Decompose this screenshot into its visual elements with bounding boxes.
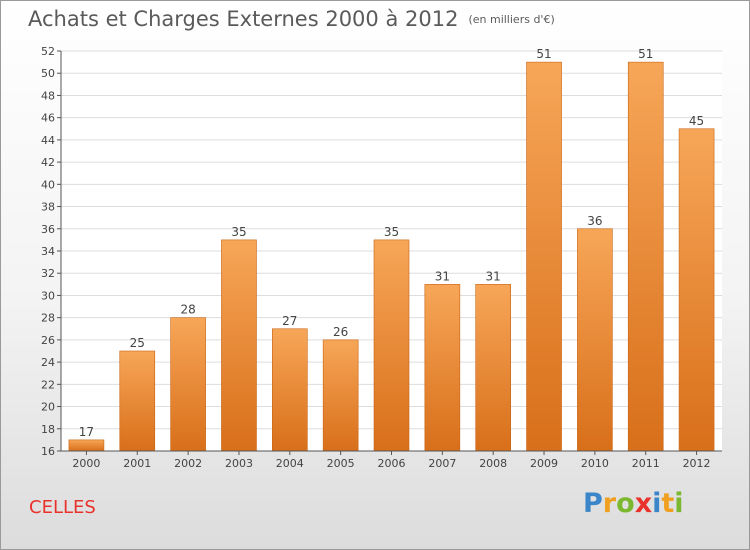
- bar: [373, 239, 410, 452]
- y-tick-label: 20: [41, 401, 55, 414]
- bar: [475, 284, 511, 452]
- bar: [170, 317, 206, 452]
- bar-value-label: 51: [536, 47, 551, 61]
- y-tick-label: 52: [41, 45, 55, 58]
- bar-value-label: 51: [638, 47, 653, 61]
- bar: [68, 439, 105, 452]
- x-tick-label: 2007: [428, 457, 456, 470]
- y-tick-label: 40: [41, 178, 55, 191]
- bar: [678, 128, 715, 452]
- y-tick-label: 18: [41, 423, 55, 436]
- chart-subtitle: (en milliers d'€): [468, 13, 555, 26]
- bar: [424, 284, 461, 452]
- logo-letter: o: [616, 488, 635, 519]
- commune-name: CELLES: [29, 497, 96, 518]
- bar-value-label: 27: [282, 314, 297, 328]
- x-tick-label: 2001: [123, 457, 151, 470]
- bar-value-label: 35: [384, 225, 399, 239]
- logo-letter: i: [652, 488, 662, 519]
- y-tick-label: 30: [41, 289, 55, 302]
- bar-value-label: 31: [486, 269, 501, 283]
- x-tick-label: 2003: [225, 457, 253, 470]
- x-tick-label: 2006: [378, 457, 406, 470]
- bar: [627, 61, 664, 452]
- bar: [577, 228, 613, 452]
- x-tick-label: 2009: [530, 457, 558, 470]
- bar-value-label: 36: [587, 214, 602, 228]
- x-tick-label: 2011: [632, 457, 660, 470]
- logo-letter: t: [661, 488, 675, 519]
- y-tick-label: 36: [41, 223, 55, 236]
- logo-letter: i: [674, 488, 684, 519]
- bar-value-label: 25: [130, 336, 145, 350]
- y-tick-label: 44: [41, 134, 55, 147]
- logo-letter: x: [634, 488, 653, 519]
- title-row: Achats et Charges Externes 2000 à 2012 (e…: [28, 7, 555, 31]
- y-tick-label: 28: [41, 312, 55, 325]
- bar-value-label: 26: [333, 325, 348, 339]
- y-tick-label: 48: [41, 89, 55, 102]
- y-tick-label: 26: [41, 334, 55, 347]
- chart-title: Achats et Charges Externes 2000 à 2012: [28, 7, 459, 31]
- bar-value-label: 35: [231, 225, 246, 239]
- bar-value-label: 17: [79, 425, 94, 439]
- y-tick-label: 16: [41, 445, 55, 458]
- logo-letter: P: [583, 488, 603, 519]
- x-tick-label: 2012: [683, 457, 711, 470]
- bar: [119, 350, 156, 452]
- bar-value-label: 45: [689, 114, 704, 128]
- y-tick-label: 38: [41, 201, 55, 214]
- y-tick-label: 34: [41, 245, 55, 258]
- bar: [272, 328, 308, 452]
- bar: [221, 239, 257, 452]
- y-tick-label: 50: [41, 67, 55, 80]
- y-tick-label: 32: [41, 267, 55, 280]
- y-tick-label: 24: [41, 356, 55, 369]
- x-tick-label: 2005: [327, 457, 355, 470]
- y-tick-label: 22: [41, 378, 55, 391]
- bar-value-label: 28: [180, 303, 195, 317]
- proxiti-logo[interactable]: Proxiti: [583, 488, 684, 519]
- bar: [526, 61, 562, 452]
- y-tick-label: 46: [41, 112, 55, 125]
- x-tick-label: 2010: [581, 457, 609, 470]
- x-tick-label: 2000: [72, 457, 100, 470]
- bar-value-label: 31: [435, 269, 450, 283]
- y-tick-label: 42: [41, 156, 55, 169]
- x-tick-label: 2004: [276, 457, 304, 470]
- logo-letter: r: [602, 488, 617, 519]
- x-tick-label: 2008: [479, 457, 507, 470]
- x-tick-label: 2002: [174, 457, 202, 470]
- bar: [322, 339, 359, 452]
